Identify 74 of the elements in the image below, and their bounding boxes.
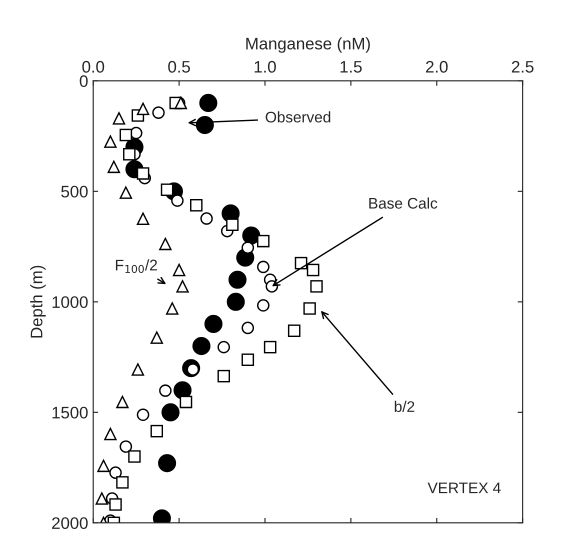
point xyxy=(264,340,276,354)
x-axis-title: Manganese (nM) xyxy=(246,37,370,53)
x-tick-label: 0.0 xyxy=(82,60,104,73)
point xyxy=(171,194,184,207)
point xyxy=(132,363,144,376)
y-tick-label: 500 xyxy=(61,186,88,198)
annotation: VERTEX 4 xyxy=(428,482,501,494)
point xyxy=(310,280,323,293)
point xyxy=(161,403,180,422)
annotation: Base Calc xyxy=(369,197,438,209)
point xyxy=(116,476,129,489)
x-tick-label: 0.5 xyxy=(168,60,190,73)
point xyxy=(159,384,172,397)
point xyxy=(136,167,150,180)
point xyxy=(104,135,117,148)
point xyxy=(257,234,270,248)
point xyxy=(109,498,122,511)
point xyxy=(120,440,132,453)
point xyxy=(228,270,247,289)
point xyxy=(257,299,270,312)
y-tick-label: 2000 xyxy=(52,517,88,530)
point xyxy=(294,256,308,270)
point xyxy=(120,128,132,142)
point xyxy=(120,186,132,199)
point xyxy=(200,212,213,225)
x-tick-label: 2.0 xyxy=(426,60,448,73)
point xyxy=(150,331,164,344)
point xyxy=(190,199,203,212)
point xyxy=(159,238,172,250)
y-tick-label: 1000 xyxy=(52,296,88,308)
point xyxy=(136,212,150,225)
point xyxy=(288,324,300,338)
point xyxy=(112,112,126,125)
point xyxy=(242,241,254,254)
point xyxy=(136,408,150,422)
annotation: Observed xyxy=(266,111,330,123)
point xyxy=(242,353,254,366)
point xyxy=(242,322,254,334)
annotation: b/2 xyxy=(394,400,414,412)
point xyxy=(150,424,164,438)
point xyxy=(180,396,192,408)
point xyxy=(128,450,141,463)
point xyxy=(199,94,218,112)
point xyxy=(218,370,230,382)
point xyxy=(303,302,316,315)
x-tick-label: 1.5 xyxy=(340,61,362,73)
point xyxy=(116,396,129,408)
point xyxy=(97,460,110,472)
point xyxy=(196,116,214,134)
point xyxy=(160,184,174,196)
point xyxy=(192,337,210,356)
point xyxy=(109,466,122,479)
y-axis-title: Depth (m) xyxy=(30,266,46,338)
point xyxy=(306,264,320,276)
annotation: F$_{100}$/2 xyxy=(116,259,157,274)
point xyxy=(226,218,239,231)
y-tick-label: 0 xyxy=(80,75,88,88)
point xyxy=(166,302,178,315)
point xyxy=(218,340,230,354)
point xyxy=(204,314,222,333)
point xyxy=(158,454,176,472)
point xyxy=(104,428,117,440)
point xyxy=(152,106,165,119)
x-tick-label: 1.0 xyxy=(254,60,276,73)
point xyxy=(96,492,108,505)
point xyxy=(108,160,120,174)
x-tick-label: 2.5 xyxy=(512,60,534,73)
point xyxy=(172,264,186,276)
point xyxy=(257,260,270,274)
y-tick-label: 1500 xyxy=(52,406,88,419)
point xyxy=(123,148,136,160)
point xyxy=(136,102,150,116)
point xyxy=(226,292,245,311)
point xyxy=(176,280,189,293)
